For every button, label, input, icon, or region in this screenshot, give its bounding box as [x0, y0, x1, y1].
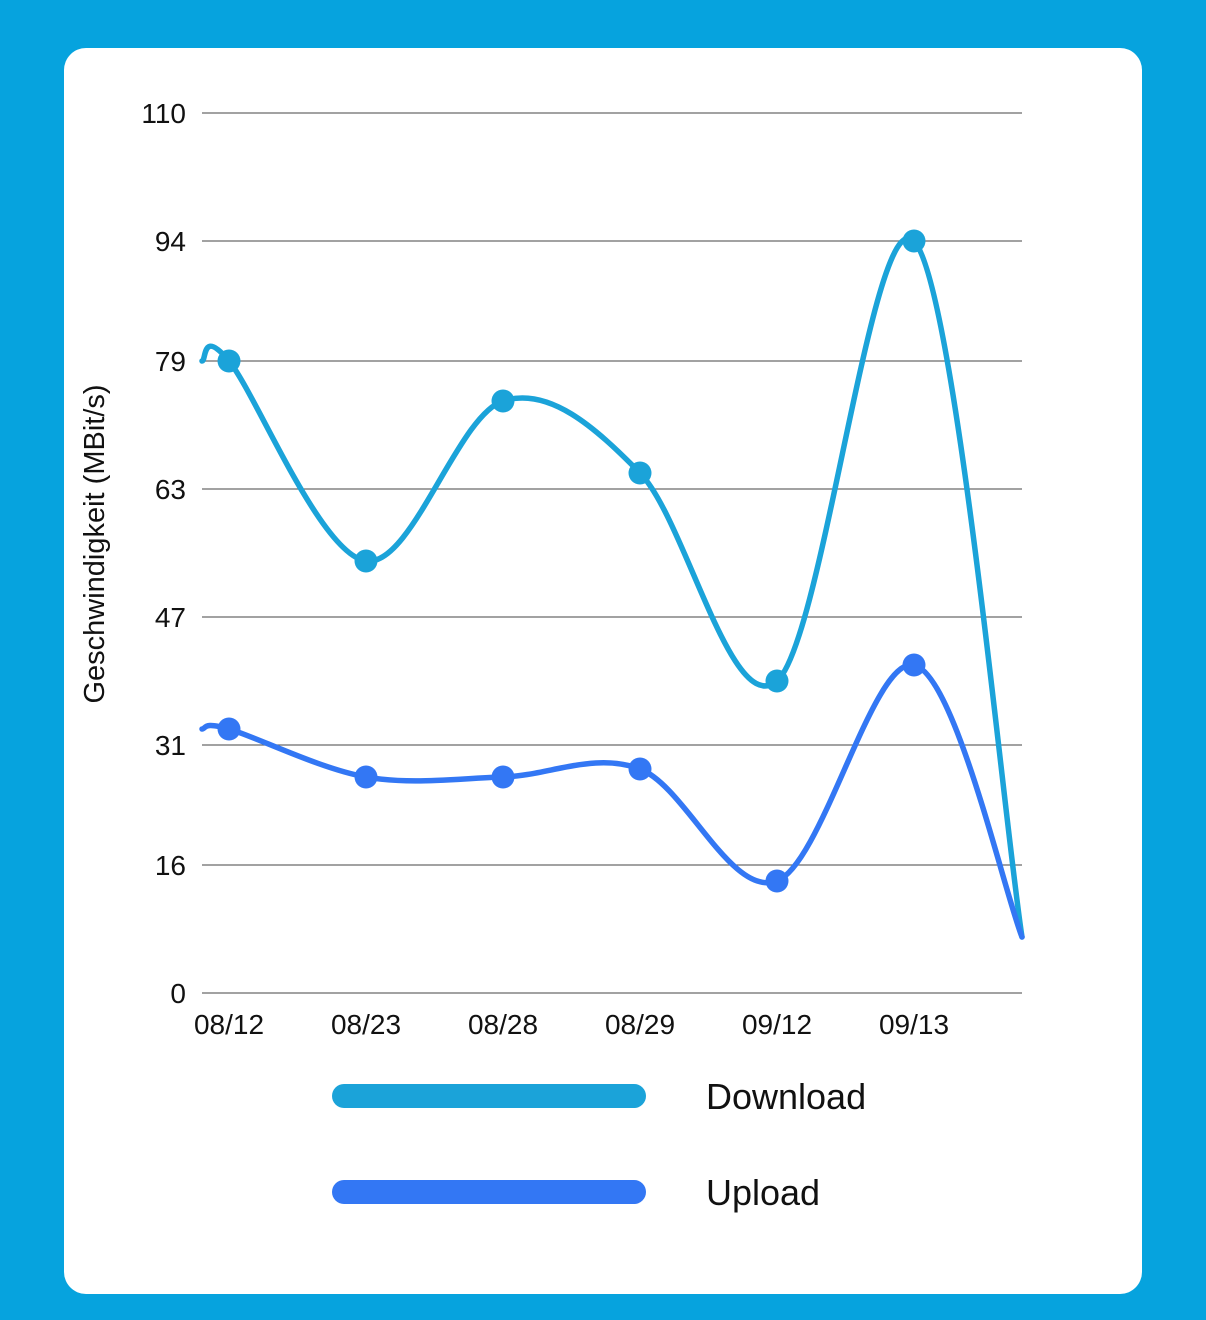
- y-tick-label: 110: [141, 98, 186, 129]
- data-point-upload[interactable]: [217, 717, 241, 741]
- y-tick-label: 0: [170, 978, 186, 1009]
- x-tick-label: 08/23: [331, 1009, 401, 1040]
- y-tick-label: 63: [155, 474, 186, 505]
- x-tick-label: 09/13: [879, 1009, 949, 1040]
- legend-label-upload: Upload: [706, 1172, 820, 1213]
- grid-lines: [202, 112, 1022, 994]
- data-point-download[interactable]: [354, 549, 378, 573]
- series-points: [217, 229, 926, 893]
- data-point-download[interactable]: [765, 669, 789, 693]
- y-axis-title: Geschwindigkeit (MBit/s): [79, 384, 111, 703]
- data-point-download[interactable]: [217, 349, 241, 373]
- y-tick-label: 31: [155, 730, 186, 761]
- data-point-download[interactable]: [491, 389, 515, 413]
- x-tick-label: 08/12: [194, 1009, 264, 1040]
- line-chart: 0 16 31 47 63 79 94 110 08/12 08/23 08/28 08/29 09/…: [79, 98, 1025, 1213]
- y-tick-label: 16: [155, 850, 186, 881]
- x-tick-label: 08/28: [468, 1009, 538, 1040]
- y-tick-label: 94: [155, 226, 186, 257]
- series-line-upload: [199, 662, 1025, 940]
- x-tick-label: 09/12: [742, 1009, 812, 1040]
- x-tick-label: 08/29: [605, 1009, 675, 1040]
- chart-card: 0 16 31 47 63 79 94 110 08/12 08/23 08/28 08/29 09/…: [64, 48, 1142, 1294]
- data-point-upload[interactable]: [628, 757, 652, 781]
- legend: Download Upload: [332, 1076, 866, 1213]
- series-line-download: [199, 235, 1025, 940]
- data-point-download[interactable]: [902, 229, 926, 253]
- y-tick-label: 79: [155, 346, 186, 377]
- x-axis-tick-labels: 08/12 08/23 08/28 08/29 09/12 09/13: [194, 1009, 949, 1040]
- legend-label-download: Download: [706, 1076, 866, 1117]
- data-point-upload[interactable]: [354, 765, 378, 789]
- data-point-upload[interactable]: [902, 653, 926, 677]
- series-lines: [199, 235, 1025, 940]
- data-point-upload[interactable]: [765, 869, 789, 893]
- y-axis-tick-labels: 0 16 31 47 63 79 94 110: [141, 98, 186, 1009]
- y-tick-label: 47: [155, 602, 186, 633]
- data-point-upload[interactable]: [491, 765, 515, 789]
- data-point-download[interactable]: [628, 461, 652, 485]
